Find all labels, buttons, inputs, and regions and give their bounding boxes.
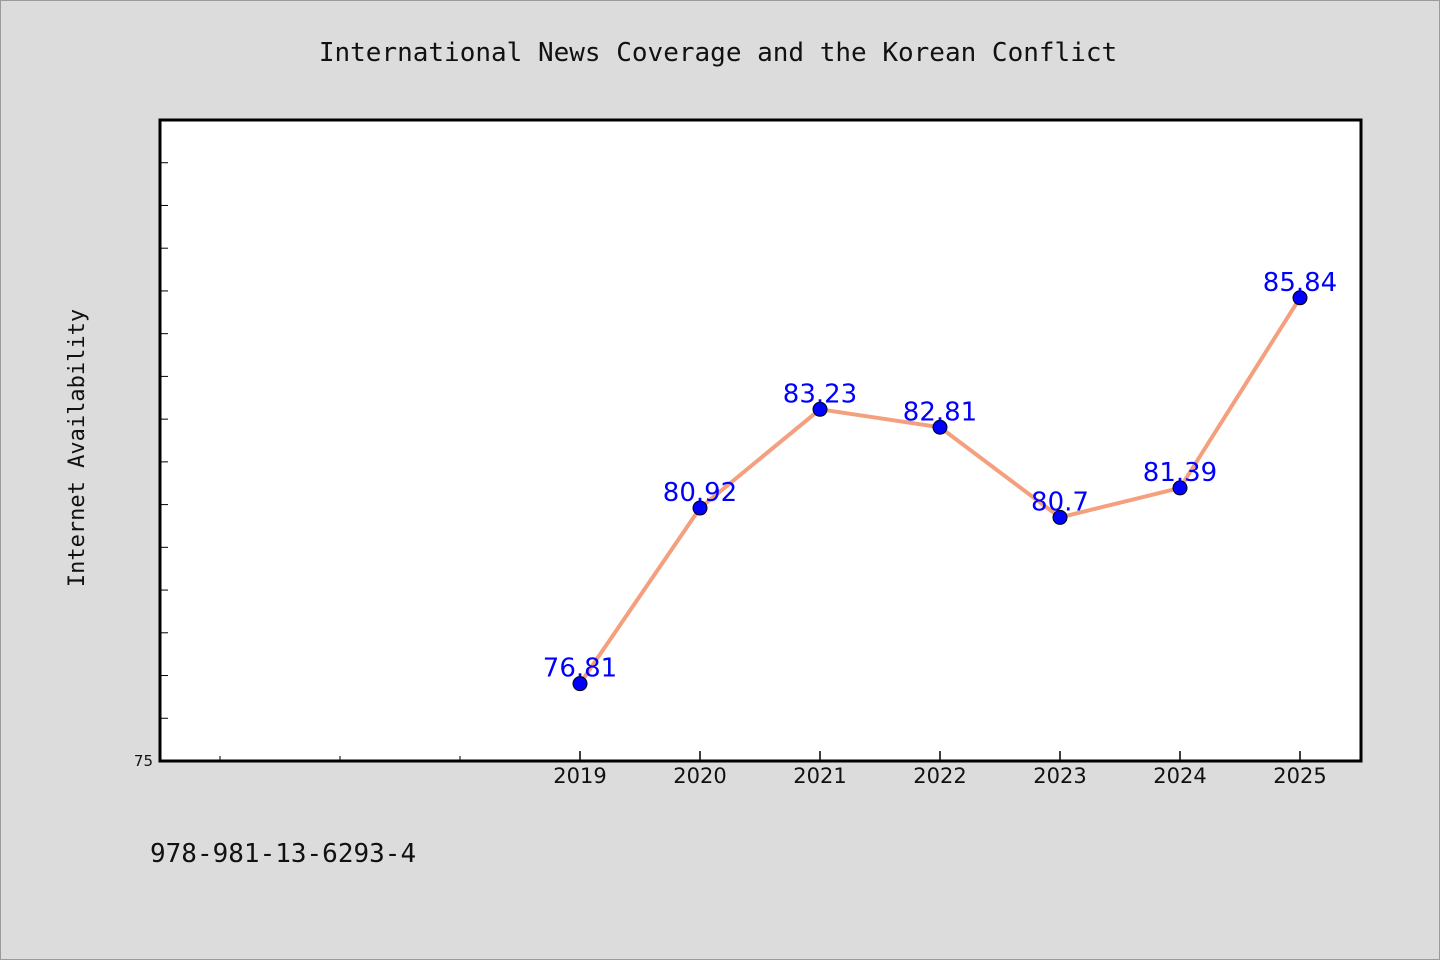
x-tick-label: 2023 [1033,764,1086,788]
x-tick-label: 2020 [673,764,726,788]
data-point [812,401,828,417]
x-tick-label: 2021 [793,764,846,788]
x-tick-label: 2025 [1273,764,1326,788]
isbn-footer: 978-981-13-6293-4 [150,839,416,869]
data-label: 83.23 [783,379,857,409]
data-point [692,500,708,516]
y-axis-label: Internet Availability [65,309,90,587]
x-tick-label: 2022 [913,764,966,788]
y-tick-label: 75 [134,752,153,770]
x-tick-label: 2019 [553,764,606,788]
plot-area [158,118,1363,763]
y-ticks [160,162,168,762]
data-point [1172,480,1188,496]
data-point [932,419,948,435]
chart-title: International News Coverage and the Kore… [319,38,1117,68]
data-label: 80.92 [663,478,737,508]
data-label: 85.84 [1263,268,1337,298]
data-point [1292,290,1308,306]
data-label: 81.39 [1143,458,1217,488]
x-tick-label: 2024 [1153,764,1206,788]
data-label: 76.81 [543,654,617,684]
data-point [572,676,588,692]
data-point [1052,509,1068,525]
data-label: 80.7 [1031,487,1089,517]
data-label: 82.81 [903,397,977,427]
series-line-group: 76.81 80.92 83.23 82.81 80.7 81.39 85.84 [543,268,1337,692]
x-ticks: 2019 2020 2021 2022 2023 2024 2025 [219,751,1327,788]
